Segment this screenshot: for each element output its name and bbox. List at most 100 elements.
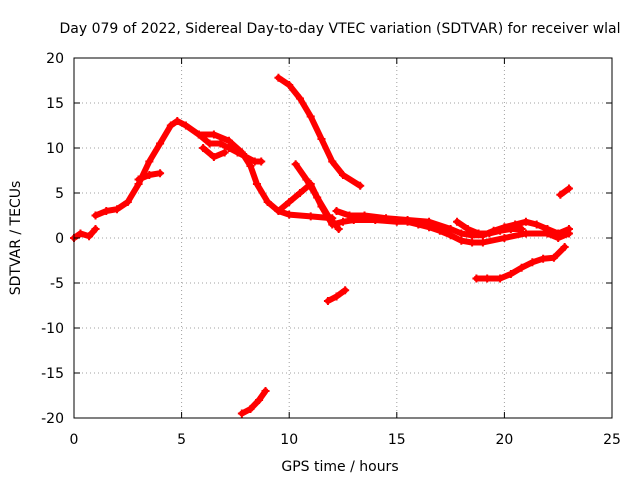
data-point bbox=[323, 211, 332, 220]
data-point bbox=[332, 292, 341, 301]
data-point bbox=[457, 229, 466, 238]
data-point bbox=[209, 130, 218, 139]
data-point bbox=[285, 210, 294, 219]
data-point bbox=[181, 121, 190, 130]
data-point bbox=[556, 190, 565, 199]
data-point bbox=[521, 217, 530, 226]
data-point bbox=[446, 225, 455, 233]
series-pass-j bbox=[453, 217, 526, 238]
series-pass-l bbox=[323, 286, 350, 305]
data-point bbox=[403, 216, 412, 224]
y-tick-label: -10 bbox=[41, 321, 64, 337]
series-pass-n bbox=[556, 184, 573, 199]
data-point bbox=[517, 263, 526, 272]
data-point bbox=[539, 254, 548, 263]
data-point bbox=[564, 184, 573, 193]
data-point bbox=[166, 121, 175, 130]
data-point bbox=[521, 229, 530, 238]
data-point bbox=[145, 157, 154, 166]
data-point bbox=[472, 274, 481, 283]
y-axis-label: SDTVAR / TECUs bbox=[8, 181, 24, 296]
x-tick-label: 10 bbox=[280, 432, 298, 448]
series-trace bbox=[238, 388, 269, 417]
data-point bbox=[453, 217, 462, 226]
data-point bbox=[306, 112, 315, 121]
chart-title: Day 079 of 2022, Sidereal Day-to-day VTE… bbox=[59, 21, 620, 37]
data-point bbox=[360, 211, 369, 220]
data-point bbox=[463, 225, 472, 233]
x-tick-label: 0 bbox=[70, 432, 79, 448]
data-point bbox=[345, 211, 354, 220]
data-point bbox=[102, 207, 111, 215]
series-pass-d bbox=[194, 130, 266, 166]
data-point bbox=[317, 135, 326, 143]
data-point bbox=[468, 238, 477, 247]
data-point bbox=[532, 220, 541, 229]
data-point bbox=[257, 157, 266, 166]
data-point bbox=[194, 130, 203, 139]
data-point bbox=[173, 117, 182, 125]
data-point bbox=[517, 225, 526, 233]
y-tick-label: 5 bbox=[55, 186, 64, 202]
data-point bbox=[506, 225, 515, 233]
data-point bbox=[261, 387, 270, 395]
data-point bbox=[156, 139, 165, 148]
series-pass-f bbox=[274, 73, 365, 190]
data-point bbox=[255, 396, 264, 404]
data-point bbox=[145, 171, 154, 179]
grid bbox=[74, 58, 612, 418]
y-tick-label: 10 bbox=[46, 141, 64, 157]
y-tick-label: 0 bbox=[55, 231, 64, 247]
data-point bbox=[199, 144, 208, 152]
series-pass-k bbox=[472, 243, 569, 283]
data-point bbox=[382, 214, 391, 223]
y-tick-label: -20 bbox=[41, 411, 64, 427]
data-point bbox=[242, 153, 251, 161]
data-point bbox=[156, 169, 165, 178]
data-point bbox=[549, 253, 558, 262]
data-point bbox=[496, 274, 505, 283]
data-point bbox=[220, 148, 229, 157]
data-point bbox=[356, 181, 365, 190]
data-point bbox=[295, 189, 304, 197]
data-point bbox=[224, 144, 233, 152]
y-tick-label: 15 bbox=[46, 96, 64, 112]
data-point bbox=[528, 258, 537, 267]
x-tick-label: 25 bbox=[603, 432, 621, 448]
plot-area bbox=[70, 73, 573, 418]
data-point bbox=[564, 225, 573, 233]
series-pass-e bbox=[199, 144, 229, 161]
data-point bbox=[457, 236, 466, 245]
data-point bbox=[252, 180, 261, 188]
data-point bbox=[123, 198, 132, 206]
data-point bbox=[76, 229, 85, 238]
x-tick-label: 5 bbox=[177, 432, 186, 448]
y-tick-label: 20 bbox=[46, 51, 64, 67]
y-tick-label: -5 bbox=[50, 276, 64, 292]
data-point bbox=[134, 175, 143, 184]
series-pass-m bbox=[237, 387, 270, 418]
data-point bbox=[263, 198, 272, 206]
data-point bbox=[306, 212, 315, 221]
data-point bbox=[274, 207, 283, 215]
data-point bbox=[506, 270, 515, 278]
x-tick-label: 20 bbox=[495, 432, 513, 448]
series-pass-c bbox=[134, 169, 165, 184]
data-point bbox=[291, 160, 300, 169]
data-point bbox=[313, 193, 322, 202]
x-axis-label: GPS time / hours bbox=[281, 459, 398, 475]
data-point bbox=[339, 217, 347, 226]
data-point bbox=[425, 217, 434, 226]
series-trace bbox=[71, 226, 99, 241]
data-point bbox=[339, 171, 347, 179]
data-point bbox=[334, 225, 343, 233]
data-point bbox=[285, 81, 294, 89]
data-point bbox=[209, 153, 218, 161]
data-point bbox=[478, 238, 487, 247]
data-point bbox=[474, 229, 483, 238]
data-point bbox=[483, 274, 492, 283]
data-point bbox=[302, 175, 311, 184]
data-point bbox=[496, 226, 505, 235]
